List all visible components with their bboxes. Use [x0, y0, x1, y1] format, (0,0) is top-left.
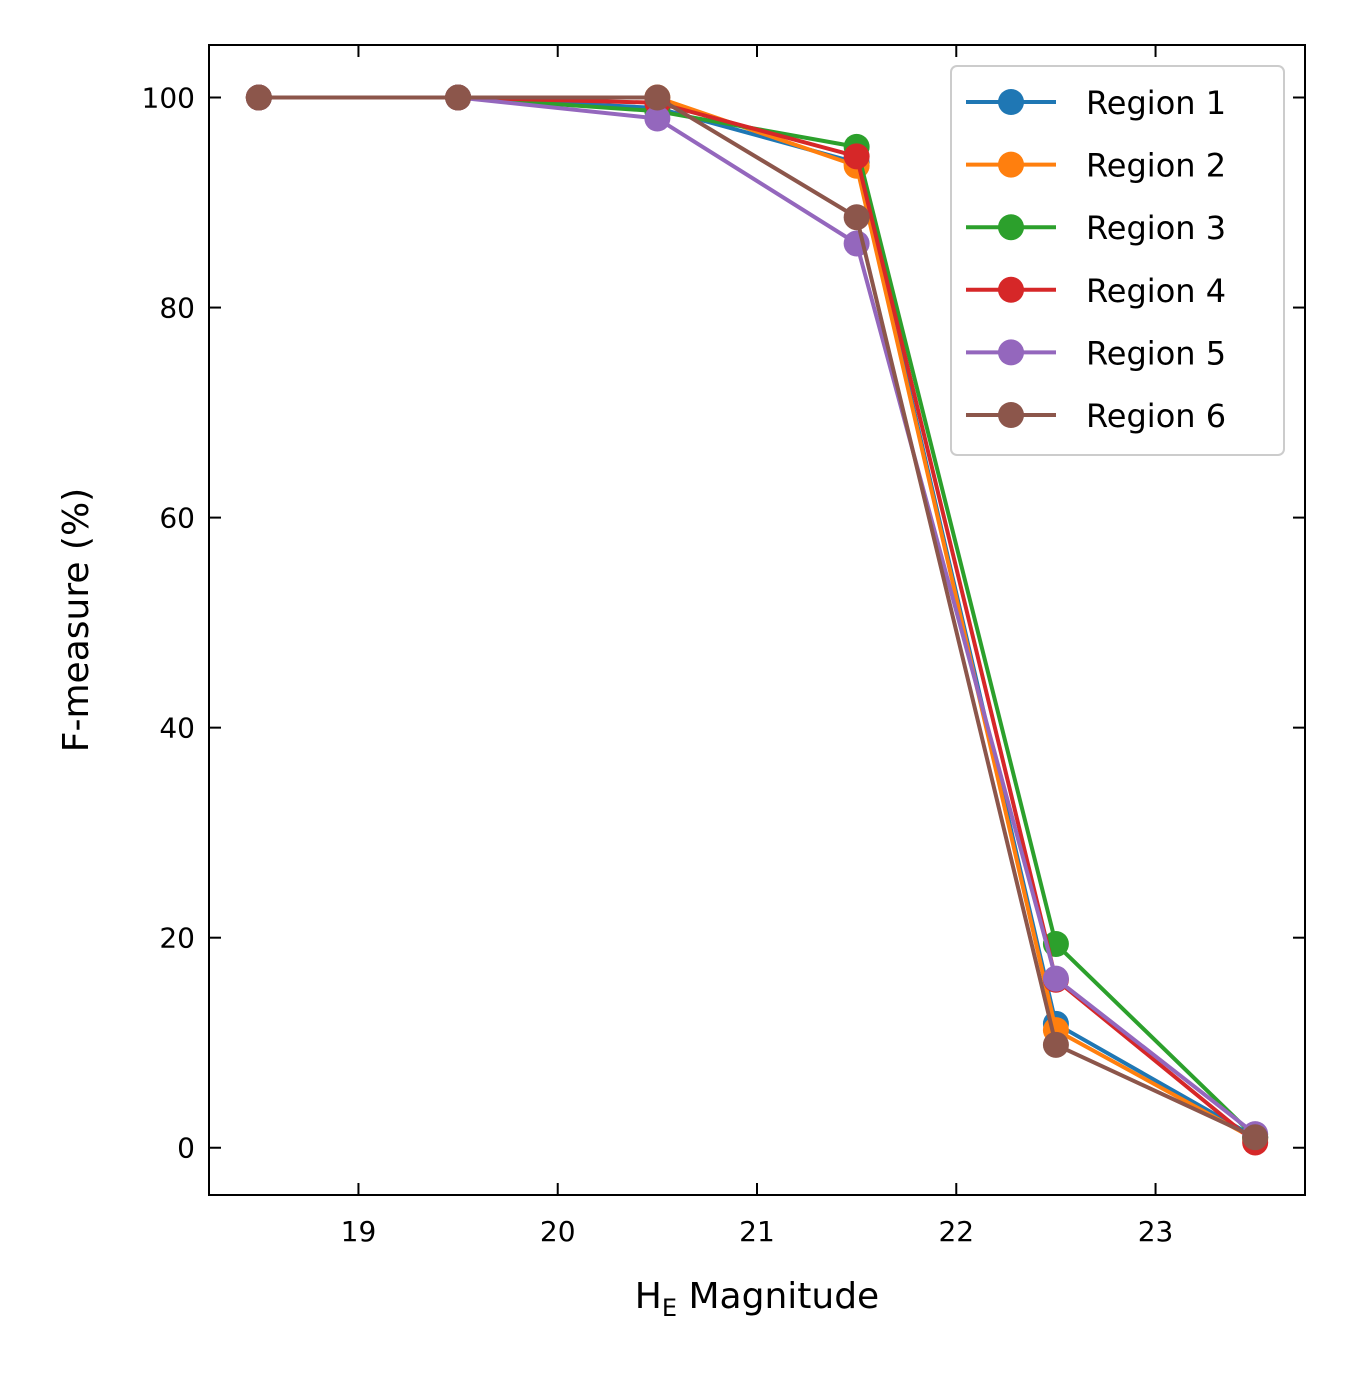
data-point [1242, 1124, 1269, 1151]
x-tick-label: 22 [938, 1215, 974, 1248]
legend-item: Region 4 [966, 272, 1226, 310]
y-tick-label: 60 [159, 502, 195, 535]
legend: Region 1 Region 2 Region 3 Region 4 Region 5… [950, 65, 1285, 456]
axes-ticks [209, 45, 1305, 1195]
legend-item: Region 3 [966, 209, 1226, 247]
legend-label: Region 4 [1086, 272, 1226, 310]
legend-label: Region 2 [1086, 147, 1226, 185]
plot-marks [245, 84, 1269, 1156]
plot-frame [208, 44, 1306, 1196]
data-point [445, 84, 472, 111]
legend-label: Region 3 [1086, 209, 1226, 247]
legend-item: Region 6 [966, 397, 1226, 435]
x-axis-label: HE Magnitude [635, 1276, 879, 1322]
legend-label: Region 1 [1086, 84, 1226, 122]
legend-marker [998, 276, 1024, 303]
y-axis-label: F-measure (%) [56, 488, 97, 752]
x-tick-labels: 19 20 21 22 23 [341, 1215, 1174, 1248]
data-point [245, 84, 272, 111]
y-tick-label: 80 [159, 292, 195, 325]
x-tick-label: 23 [1138, 1215, 1174, 1248]
legend-label: Region 5 [1086, 334, 1226, 372]
series-6 [245, 84, 1269, 1151]
x-axis-label-sub: E [662, 1294, 677, 1322]
legend-marker [998, 339, 1024, 366]
legend-item: Region 5 [966, 334, 1226, 372]
legend-marker [998, 151, 1024, 178]
y-tick-label: 100 [142, 82, 195, 115]
legend-label: Region 6 [1086, 397, 1226, 435]
x-axis-label-main: H [635, 1276, 662, 1317]
x-tick-label: 20 [540, 1215, 576, 1248]
y-tick-labels: 0 20 40 60 80 100 [142, 82, 195, 1165]
y-tick-label: 20 [159, 922, 195, 955]
data-point [644, 105, 671, 132]
x-tick-label: 21 [739, 1215, 775, 1248]
data-point [644, 84, 671, 111]
y-tick-label: 40 [159, 712, 195, 745]
data-point [1042, 1031, 1069, 1058]
x-tick-label: 19 [341, 1215, 377, 1248]
data-point [843, 204, 870, 231]
legend-marker [998, 402, 1024, 428]
data-point [843, 143, 870, 170]
data-point [1042, 965, 1069, 992]
x-axis-label-rest: Magnitude [677, 1276, 879, 1317]
legend-marker [998, 214, 1024, 241]
legend-item: Region 2 [966, 147, 1226, 185]
y-tick-label: 0 [177, 1132, 195, 1165]
series-line [258, 95, 1257, 1140]
legend-item: Region 1 [966, 84, 1226, 122]
legend-marker [998, 89, 1024, 115]
